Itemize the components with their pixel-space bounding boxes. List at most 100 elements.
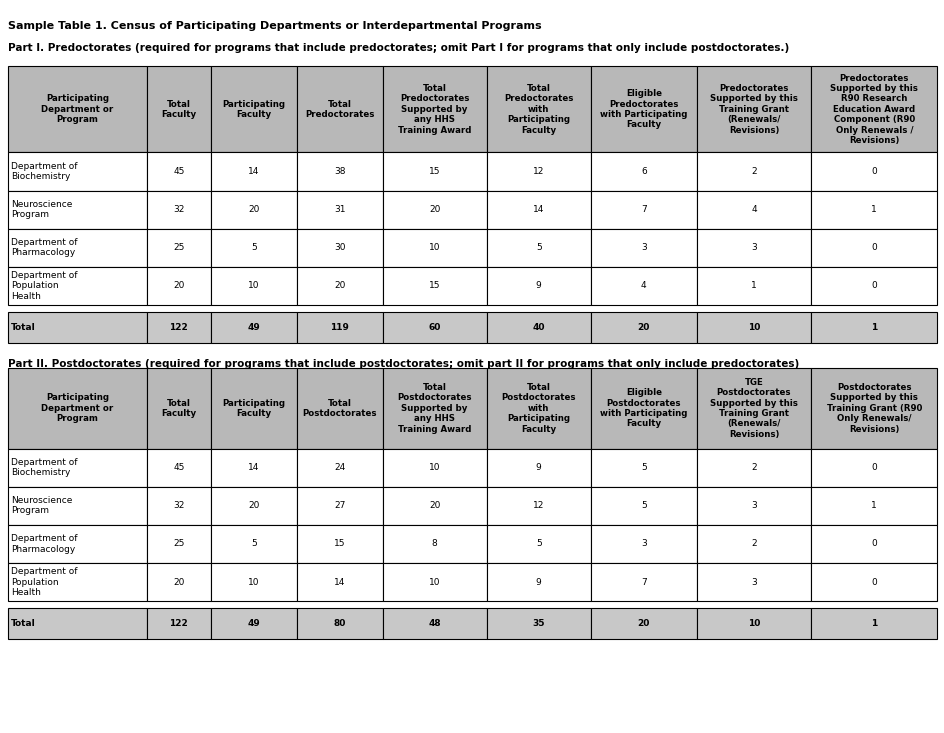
Text: 15: 15 xyxy=(429,281,440,290)
Text: 48: 48 xyxy=(428,619,441,628)
Text: Department of
Pharmacology: Department of Pharmacology xyxy=(11,238,77,257)
Bar xyxy=(296,525,382,563)
Text: 20: 20 xyxy=(247,205,259,214)
Bar xyxy=(696,368,810,449)
Bar xyxy=(296,191,382,229)
Text: Part II. Postdoctorates (required for programs that include postdoctorates; omit: Part II. Postdoctorates (required for pr… xyxy=(8,359,798,369)
Bar xyxy=(296,229,382,267)
Text: 6: 6 xyxy=(640,167,646,176)
Text: 15: 15 xyxy=(333,539,345,548)
Text: 0: 0 xyxy=(870,463,876,472)
Text: Predoctorates
Supported by this
Training Grant
(Renewals/
Revisions): Predoctorates Supported by this Training… xyxy=(709,84,797,135)
Text: 4: 4 xyxy=(750,205,756,214)
Bar xyxy=(296,267,382,305)
Text: 10: 10 xyxy=(747,323,759,332)
Text: Total
Predoctorates
Supported by
any HHS
Training Award: Total Predoctorates Supported by any HHS… xyxy=(397,84,471,135)
Bar xyxy=(382,449,486,487)
Text: 0: 0 xyxy=(870,578,876,586)
Text: Total
Postdoctorates
Supported by
any HHS
Training Award: Total Postdoctorates Supported by any HH… xyxy=(396,383,471,434)
Bar xyxy=(486,563,590,601)
Text: 20: 20 xyxy=(247,501,259,510)
Bar xyxy=(590,525,696,563)
Bar xyxy=(590,312,696,343)
Text: 5: 5 xyxy=(535,539,541,548)
Bar xyxy=(696,563,810,601)
Text: Total: Total xyxy=(11,619,36,628)
Text: 10: 10 xyxy=(429,243,440,252)
Bar xyxy=(810,191,936,229)
Bar xyxy=(810,563,936,601)
Text: 0: 0 xyxy=(870,243,876,252)
Bar xyxy=(147,487,211,525)
Bar xyxy=(590,608,696,639)
Bar xyxy=(590,563,696,601)
Text: 45: 45 xyxy=(173,463,184,472)
Bar xyxy=(211,368,296,449)
Text: 9: 9 xyxy=(535,578,541,586)
Text: 9: 9 xyxy=(535,463,541,472)
Bar xyxy=(486,66,590,152)
Text: 20: 20 xyxy=(637,323,649,332)
Text: Neuroscience
Program: Neuroscience Program xyxy=(11,200,73,219)
Bar xyxy=(8,267,147,305)
Text: Participating
Faculty: Participating Faculty xyxy=(222,100,285,119)
Bar xyxy=(211,312,296,343)
Bar xyxy=(810,449,936,487)
Bar xyxy=(147,229,211,267)
Text: 38: 38 xyxy=(333,167,345,176)
Bar xyxy=(382,152,486,191)
Bar xyxy=(590,66,696,152)
Bar xyxy=(486,487,590,525)
Text: 122: 122 xyxy=(169,323,188,332)
Bar xyxy=(147,563,211,601)
Text: 3: 3 xyxy=(750,501,756,510)
Text: 3: 3 xyxy=(640,243,646,252)
Text: Part I. Predoctorates (required for programs that include predoctorates; omit Pa: Part I. Predoctorates (required for prog… xyxy=(8,43,788,53)
Bar xyxy=(147,449,211,487)
Text: 14: 14 xyxy=(333,578,345,586)
Text: 122: 122 xyxy=(169,619,188,628)
Bar xyxy=(486,229,590,267)
Bar xyxy=(296,368,382,449)
Text: Participating
Department or
Program: Participating Department or Program xyxy=(42,394,113,423)
Text: 1: 1 xyxy=(750,281,756,290)
Text: Eligible
Predoctorates
with Participating
Faculty: Eligible Predoctorates with Participatin… xyxy=(599,89,687,129)
Text: Neuroscience
Program: Neuroscience Program xyxy=(11,496,73,515)
Text: 25: 25 xyxy=(173,539,184,548)
Bar xyxy=(810,267,936,305)
Text: Total
Faculty: Total Faculty xyxy=(161,399,196,418)
Bar xyxy=(486,152,590,191)
Text: 14: 14 xyxy=(247,463,259,472)
Text: 3: 3 xyxy=(750,578,756,586)
Bar xyxy=(810,368,936,449)
Bar xyxy=(382,368,486,449)
Text: 35: 35 xyxy=(531,619,545,628)
Bar xyxy=(8,152,147,191)
Bar xyxy=(696,312,810,343)
Bar xyxy=(810,312,936,343)
Bar xyxy=(296,152,382,191)
Bar xyxy=(8,525,147,563)
Bar xyxy=(590,368,696,449)
Text: 8: 8 xyxy=(431,539,437,548)
Text: 32: 32 xyxy=(173,205,184,214)
Bar xyxy=(8,608,147,639)
Text: 2: 2 xyxy=(750,167,756,176)
Text: Total: Total xyxy=(11,323,36,332)
Bar xyxy=(486,608,590,639)
Bar xyxy=(590,191,696,229)
Text: 1: 1 xyxy=(870,619,876,628)
Bar xyxy=(296,449,382,487)
Bar xyxy=(810,608,936,639)
Bar xyxy=(8,368,147,449)
Text: 5: 5 xyxy=(535,243,541,252)
Bar xyxy=(147,312,211,343)
Text: Total
Postdoctorates: Total Postdoctorates xyxy=(302,399,377,418)
Bar xyxy=(296,312,382,343)
Bar xyxy=(211,525,296,563)
Bar xyxy=(382,608,486,639)
Text: 12: 12 xyxy=(532,501,544,510)
Bar xyxy=(296,66,382,152)
Bar xyxy=(296,487,382,525)
Text: 9: 9 xyxy=(535,281,541,290)
